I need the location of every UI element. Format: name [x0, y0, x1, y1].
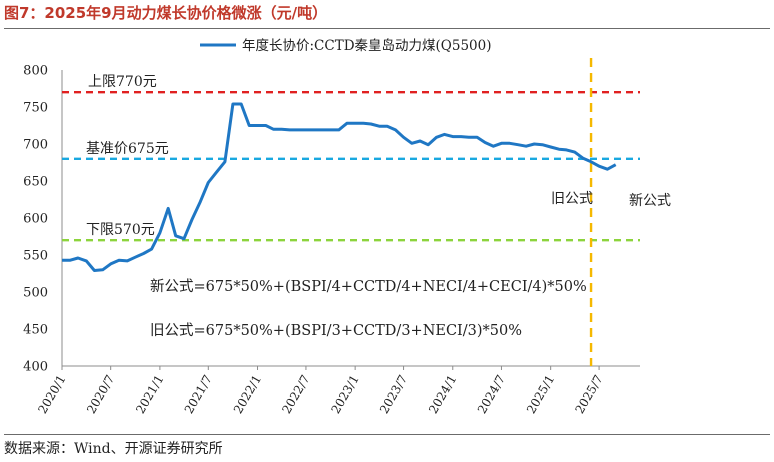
x-tick-label: 2020/7 — [84, 373, 117, 417]
y-tick-label: 500 — [23, 286, 48, 301]
y-tick-label: 400 — [23, 360, 48, 375]
y-tick-label: 800 — [23, 64, 48, 79]
y-tick-label: 650 — [23, 175, 48, 190]
x-tick-label: 2025/7 — [572, 373, 605, 417]
old-formula-text: 旧公式=675*50%+(BSPI/3+CCTD/3+NECI/3)*50% — [150, 322, 522, 339]
x-tick-label: 2024/7 — [475, 373, 508, 417]
x-tick-label: 2022/1 — [231, 373, 264, 417]
source-rule — [4, 434, 770, 435]
y-tick-label: 450 — [23, 323, 48, 338]
new-formula-text: 新公式=675*50%+(BSPI/4+CCTD/4+NECI/4+CECI/4… — [150, 278, 587, 295]
x-tick-label: 2023/1 — [329, 373, 362, 417]
x-tick-label: 2024/1 — [426, 373, 459, 417]
figure-title: 图7：2025年9月动力煤长协价格微涨（元/吨） — [4, 4, 328, 22]
x-tick-label: 2022/7 — [279, 373, 312, 417]
upper-limit-line-label: 上限770元 — [88, 74, 157, 90]
legend: 年度长协价:CCTD秦皇岛动力煤(Q5500) — [200, 38, 492, 54]
y-tick-label: 600 — [23, 212, 48, 227]
x-tick-label: 2021/1 — [133, 373, 166, 417]
x-tick-label: 2025/1 — [524, 373, 557, 417]
series-layer — [62, 102, 617, 272]
series-line — [62, 102, 617, 272]
legend-label: 年度长协价:CCTD秦皇岛动力煤(Q5500) — [242, 38, 492, 54]
line-chart: 400 450 500 550 600 650 700 750 800 2020/1 2020/7 2… — [23, 38, 671, 417]
y-tick-label: 550 — [23, 249, 48, 264]
y-tick-label: 750 — [23, 101, 48, 116]
old-formula-marker-label: 旧公式 — [551, 191, 593, 207]
base-price-line-label: 基准价675元 — [86, 140, 169, 157]
lower-limit-line-label: 下限570元 — [86, 222, 155, 238]
new-formula-marker-label: 新公式 — [629, 193, 671, 209]
y-tick-label: 700 — [23, 138, 48, 153]
annotations: 旧公式 新公式新公式=675*50%+(BSPI/4+CCTD/4+NECI/4+… — [150, 191, 671, 339]
x-tick-label: 2023/7 — [377, 373, 410, 417]
source-note: 数据来源：Wind、开源证券研究所 — [4, 441, 223, 457]
x-tick-label: 2020/1 — [35, 373, 68, 417]
title-rule — [4, 28, 770, 29]
x-tick-label: 2021/7 — [182, 373, 215, 417]
